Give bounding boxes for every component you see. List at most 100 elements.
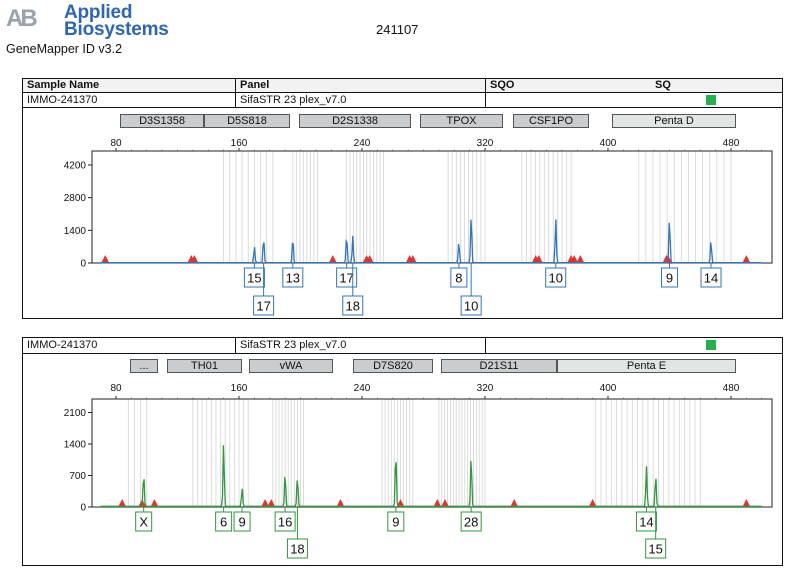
panel2-sq-cell — [485, 338, 782, 353]
allele-call-box — [286, 538, 308, 559]
y-tick-label: 2100 — [64, 408, 87, 419]
locus-d3s1358[interactable]: D3S1358 — [120, 114, 204, 128]
locus-csf1po[interactable]: CSF1PO — [513, 114, 589, 128]
size-standard-marker — [150, 499, 159, 507]
allele-call-box — [233, 511, 251, 532]
panel-cell: SifaSTR 23 plex_v7.0 — [235, 93, 485, 107]
allele-call-box — [700, 267, 722, 288]
brand-name-line2: Biosystems — [64, 19, 169, 40]
allele-call-box — [342, 295, 364, 316]
sample-info-bar-green: IMMO-241370 SifaSTR 23 plex_v7.0 — [23, 338, 782, 354]
allele-call-label: 9 — [238, 515, 245, 530]
logo-letters: AB — [6, 5, 37, 30]
x-tick-label: 400 — [600, 138, 617, 149]
panel2-quality-flag — [706, 340, 716, 350]
size-standard-marker — [433, 499, 442, 507]
allele-call-box — [460, 295, 482, 316]
allele-call-label: 28 — [464, 515, 478, 530]
locus-penta-d[interactable]: Penta D — [612, 114, 736, 128]
x-tick-label: 320 — [477, 383, 494, 394]
size-standard-marker — [510, 499, 519, 507]
allele-call-label: 18 — [346, 299, 360, 314]
size-standard-marker — [742, 255, 751, 263]
allele-call-box — [215, 511, 233, 532]
x-tick-label: 80 — [110, 138, 122, 149]
allele-call-box — [243, 267, 265, 288]
size-standard-marker — [576, 255, 585, 263]
allele-call-box — [336, 267, 358, 288]
trace-green — [100, 445, 762, 507]
panel2-panel-name: SifaSTR 23 plex_v7.0 — [235, 338, 485, 353]
y-tick-label: 2800 — [64, 193, 87, 204]
applied-biosystems-logo: AB — [6, 5, 40, 30]
y-tick-label: 0 — [80, 259, 86, 270]
sqo-cell — [485, 93, 782, 107]
allele-call-box — [460, 511, 482, 532]
allele-call-label: 17 — [256, 299, 270, 314]
trace-blue — [100, 219, 762, 264]
locus-th01[interactable]: TH01 — [167, 359, 242, 373]
allele-call-label: 17 — [339, 271, 353, 286]
allele-call-box — [450, 267, 468, 288]
x-tick-label: 240 — [354, 383, 371, 394]
sq-quality-flag — [706, 95, 716, 105]
y-tick-label: 1400 — [64, 226, 87, 237]
allele-call-box — [545, 267, 567, 288]
x-tick-label: 400 — [600, 383, 617, 394]
run-id: 241107 — [376, 22, 419, 37]
size-standard-marker — [588, 499, 597, 507]
allele-call-label: 14 — [704, 271, 718, 286]
size-standard-marker — [267, 499, 276, 507]
allele-call-box — [135, 511, 153, 532]
allele-call-box — [661, 267, 678, 288]
size-standard-marker — [365, 255, 374, 263]
allele-call-box — [274, 511, 296, 532]
col-panel: Panel — [235, 79, 485, 92]
electropherogram-panel-green: IMMO-241370 SifaSTR 23 plex_v7.0 ... TH0… — [22, 337, 783, 566]
sample-table-header: Sample Name Panel SQO SQ — [22, 78, 783, 93]
brand-name-line1: Applied — [64, 2, 133, 23]
allele-call-label: 15 — [247, 271, 261, 286]
software-version: GeneMapper ID v3.2 — [6, 42, 123, 56]
allele-call-label: 10 — [548, 271, 562, 286]
size-standard-marker — [742, 499, 751, 507]
sample-name-cell: IMMO-241370 — [27, 94, 98, 106]
allele-call-label: 13 — [286, 271, 300, 286]
size-standard-marker — [261, 499, 270, 507]
y-tick-label: 0 — [80, 503, 86, 514]
allele-call-label: 10 — [464, 299, 478, 314]
x-tick-label: 160 — [231, 383, 248, 394]
size-standard-marker — [567, 255, 576, 263]
size-standard-marker — [118, 499, 127, 507]
x-tick-label: 80 — [110, 383, 122, 394]
col-sqo: SQO — [485, 79, 615, 92]
locus-d7s820[interactable]: D7S820 — [353, 359, 433, 373]
allele-call-box — [282, 267, 304, 288]
x-tick-label: 320 — [477, 138, 494, 149]
allele-call-box — [253, 295, 275, 316]
locus-more[interactable]: ... — [130, 359, 158, 373]
allele-call-box — [635, 511, 657, 532]
locus-penta-e[interactable]: Penta E — [557, 359, 736, 373]
col-sq: SQ — [655, 79, 671, 91]
locus-d5s818[interactable]: D5S818 — [204, 114, 290, 128]
locus-d21s11[interactable]: D21S11 — [441, 359, 557, 373]
col-sample-name: Sample Name — [27, 79, 100, 91]
y-tick-label: 700 — [69, 471, 86, 482]
x-tick-label: 240 — [354, 138, 371, 149]
locus-vwa[interactable]: vWA — [249, 359, 333, 373]
electropherogram-panel-blue: D3S1358 D5S818 D2S1338 TPOX CSF1PO Penta… — [22, 107, 783, 319]
allele-call-label: 16 — [278, 515, 292, 530]
allele-call-label: 6 — [220, 515, 227, 530]
allele-call-box — [645, 538, 667, 559]
allele-call-label: 9 — [392, 515, 399, 530]
panel2-sample-name: IMMO-241370 — [27, 339, 98, 351]
size-standard-marker — [534, 255, 543, 263]
allele-call-label: 18 — [290, 542, 304, 557]
allele-call-label: 15 — [648, 542, 662, 557]
locus-tpox[interactable]: TPOX — [420, 114, 503, 128]
locus-d2s1338[interactable]: D2S1338 — [299, 114, 411, 128]
x-tick-label: 160 — [231, 138, 248, 149]
y-tick-label: 1400 — [64, 440, 87, 451]
